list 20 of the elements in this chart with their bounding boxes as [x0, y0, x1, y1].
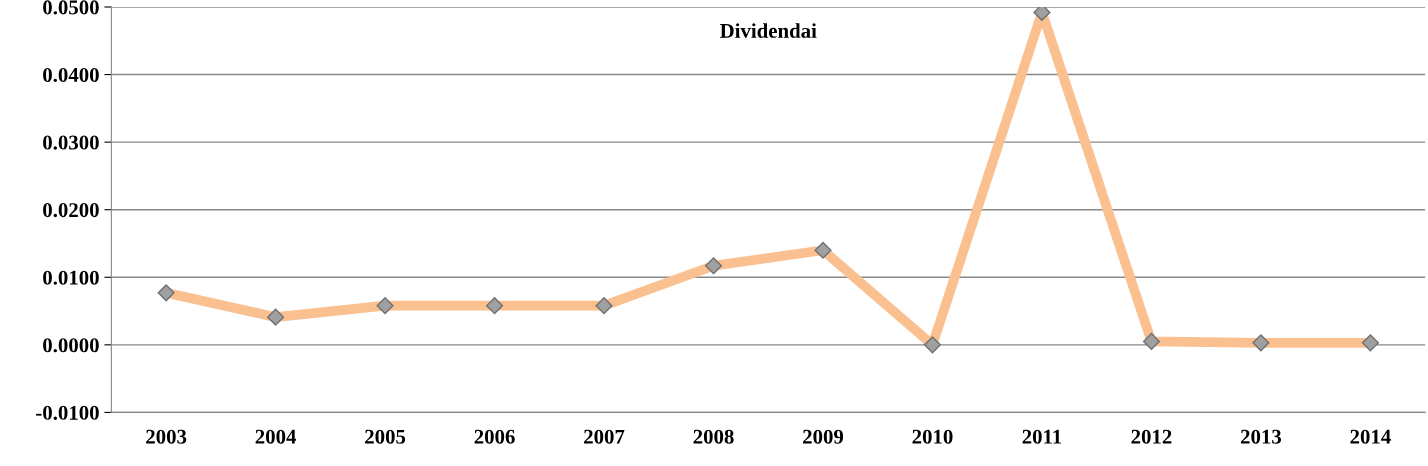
x-tick-label: 2012 — [1131, 429, 1172, 444]
x-tick-label: 2010 — [912, 429, 953, 444]
y-tick-label: 0.0300 — [43, 135, 99, 150]
x-tick-label: 2008 — [693, 429, 734, 444]
x-tick-label: 2014 — [1350, 429, 1391, 444]
x-tick-label: 2007 — [584, 429, 625, 444]
text: Dividendai — [720, 23, 817, 38]
x-tick-label: 2003 — [146, 429, 187, 444]
y-tick-label: -0.0100 — [36, 405, 99, 420]
y-tick-label: 0.0100 — [43, 270, 99, 285]
x-tick-label: 2005 — [365, 429, 406, 444]
x-tick-label: 2013 — [1240, 429, 1282, 444]
y-tick-label: 0.0000 — [43, 338, 99, 353]
y-tick-label: 0.0500 — [43, 0, 99, 15]
x-tick-label: 2011 — [1022, 429, 1062, 444]
x-tick-label: 2009 — [803, 429, 844, 444]
x-tick-label: 2004 — [255, 429, 297, 444]
y-tick-label: 0.0200 — [43, 203, 99, 218]
y-tick-label: 0.0400 — [43, 67, 99, 83]
x-tick-label: 2006 — [474, 429, 515, 444]
